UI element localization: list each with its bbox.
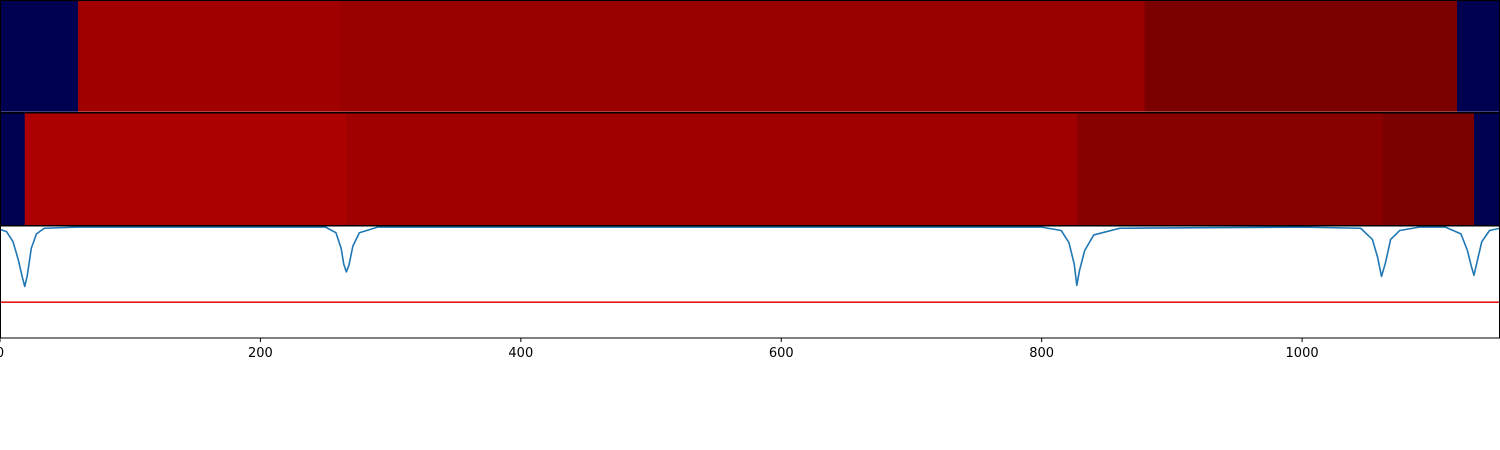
bottom-segment-0 — [0, 113, 26, 226]
x-tick-label: 0 — [0, 346, 4, 361]
x-tick-label: 200 — [248, 346, 273, 361]
x-tick-label: 600 — [769, 346, 794, 361]
x-tick-label: 1000 — [1286, 346, 1319, 361]
signal-line-0 — [0, 226, 1500, 288]
bottom-segment-5 — [1473, 113, 1500, 226]
bottom-segment-2 — [346, 113, 1078, 226]
bottom-segment-3 — [1076, 113, 1384, 226]
top-segment-3 — [1144, 1, 1458, 112]
x-axis: 0 200 400 600 800 1000 — [0, 338, 1319, 361]
segment-panel-top — [0, 1, 1500, 112]
signal-panel-background — [0, 226, 1500, 338]
segment-panel-bottom — [0, 113, 1500, 226]
top-segment-1 — [78, 1, 341, 112]
bottom-segment-1 — [24, 113, 347, 226]
bottom-segment-4 — [1382, 113, 1475, 226]
top-segment-0 — [0, 1, 79, 112]
x-tick-label: 400 — [508, 346, 533, 361]
top-segment-2 — [339, 1, 1146, 112]
x-tick-label: 800 — [1029, 346, 1054, 361]
top-segment-4 — [1457, 1, 1500, 112]
signal-panel — [0, 226, 1500, 338]
